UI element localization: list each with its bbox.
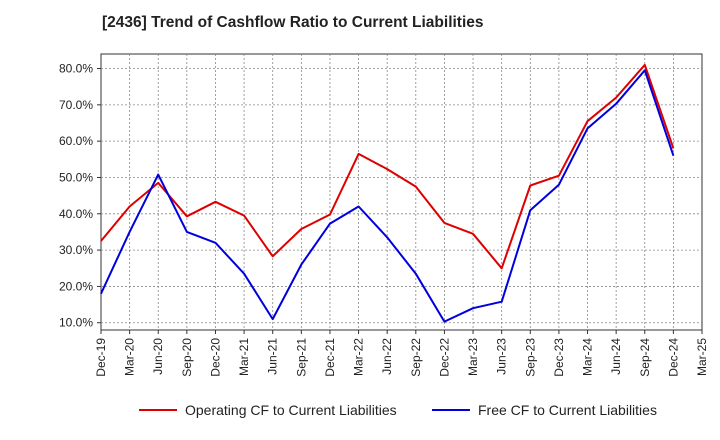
x-tick-label: Sep-23 <box>523 338 537 377</box>
y-tick-label: 80.0% <box>59 62 93 76</box>
y-tick-label: 70.0% <box>59 98 93 112</box>
y-tick-label: 40.0% <box>59 207 93 221</box>
legend-swatch-red <box>139 409 177 411</box>
x-tick-label: Mar-20 <box>123 338 137 376</box>
x-tick-label: Jun-21 <box>266 338 280 375</box>
x-tick-label: Jun-22 <box>380 338 394 375</box>
x-tick-label: Jun-23 <box>495 338 509 375</box>
series-lines <box>100 63 675 323</box>
x-tick-label: Sep-24 <box>638 338 652 377</box>
plot-area <box>100 53 703 331</box>
x-tick-label: Mar-23 <box>466 338 480 376</box>
x-tick-label: Mar-22 <box>352 338 366 376</box>
y-tick-label: 10.0% <box>59 316 93 330</box>
x-tick-label: Sep-22 <box>409 338 423 377</box>
x-tick-label: Jun-20 <box>151 338 165 375</box>
x-tick-label: Dec-24 <box>666 338 680 377</box>
legend-label: Free CF to Current Liabilities <box>478 402 657 418</box>
chart-title: [2436] Trend of Cashflow Ratio to Curren… <box>102 14 484 31</box>
x-tick-label: Mar-24 <box>581 338 595 376</box>
x-axis-ticks: Dec-19 Mar-20 Jun-20 Sep-20 Dec-20 Mar-21 Jun-… <box>94 330 709 377</box>
grid-lines <box>101 54 702 330</box>
x-tick-label: Dec-23 <box>552 338 566 377</box>
legend: Operating CF to Current Liabilities Free… <box>0 402 720 426</box>
x-tick-label: Mar-21 <box>237 338 251 376</box>
x-tick-label: Dec-20 <box>208 338 222 377</box>
y-tick-label: 50.0% <box>59 170 93 184</box>
legend-swatch-blue <box>432 409 470 411</box>
y-axis-ticks: 10.0% 20.0% 30.0% 40.0% 50.0% 60.0% 70.0% 80.0% <box>59 62 101 330</box>
y-tick-label: 20.0% <box>59 279 93 293</box>
x-tick-label: Dec-19 <box>94 338 108 377</box>
x-tick-label: Sep-21 <box>294 338 308 377</box>
legend-item-operating-cf: Operating CF to Current Liabilities <box>139 402 397 418</box>
legend-item-free-cf: Free CF to Current Liabilities <box>432 402 657 418</box>
x-tick-label: Sep-20 <box>180 338 194 377</box>
y-tick-label: 30.0% <box>59 243 93 257</box>
y-tick-label: 60.0% <box>59 134 93 148</box>
series-line-operating-cf <box>100 63 675 270</box>
legend-label: Operating CF to Current Liabilities <box>185 402 397 418</box>
x-tick-label: Jun-24 <box>609 338 623 375</box>
x-tick-label: Dec-22 <box>437 338 451 377</box>
series-line-free-cf <box>100 69 675 323</box>
x-tick-label: Dec-21 <box>323 338 337 377</box>
x-tick-label: Mar-25 <box>695 338 709 376</box>
